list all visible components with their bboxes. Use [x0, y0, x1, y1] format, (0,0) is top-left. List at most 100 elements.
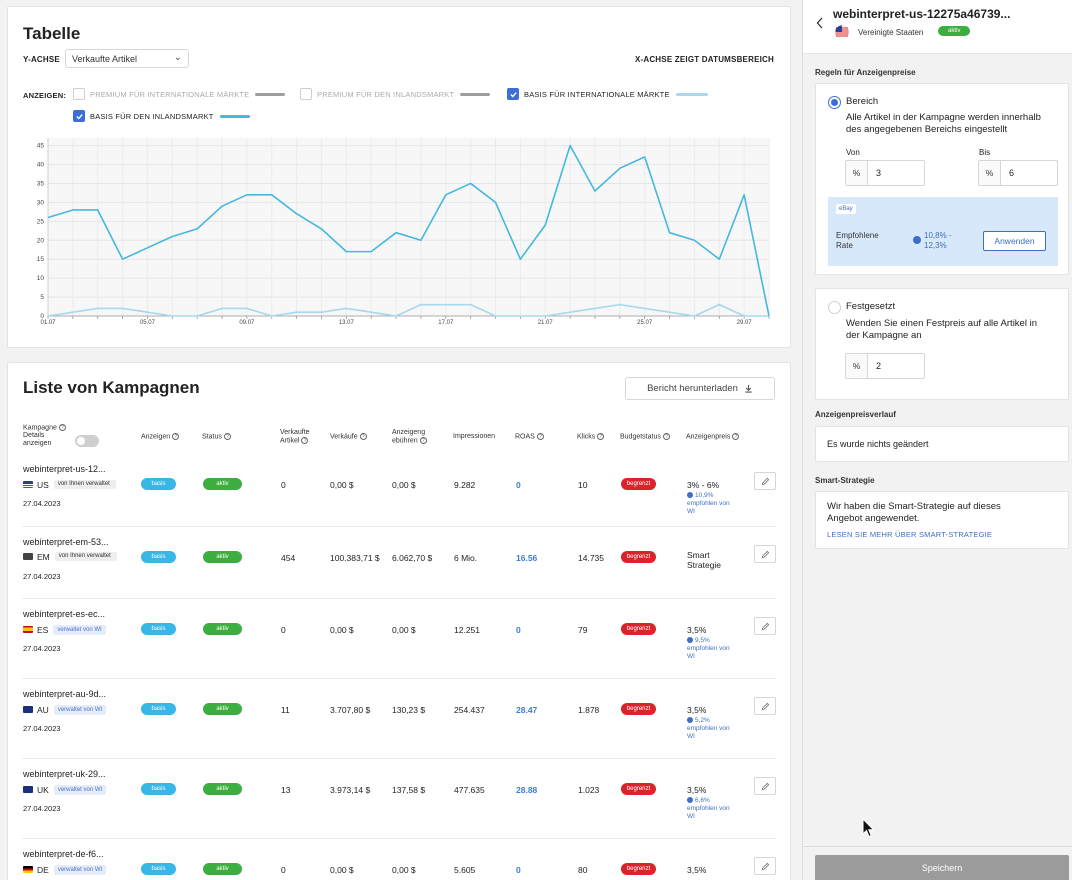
- recommended-by: empfohlen von WI: [687, 500, 730, 515]
- campaign-name[interactable]: webinterpret-us-12...: [23, 464, 106, 474]
- fees: 6.062,70 $: [392, 553, 433, 563]
- sold-items: 0: [281, 865, 286, 875]
- legend-basis-domestic[interactable]: BASIS FÜR DEN INLANDSMARKT: [73, 109, 250, 123]
- col-campaign: Kampagne?: [23, 424, 66, 432]
- y-tick-label: 45: [37, 143, 45, 150]
- campaign-market: UK verwaltet von WI: [23, 784, 107, 795]
- save-button[interactable]: Speichern: [815, 855, 1069, 880]
- from-value[interactable]: 3: [876, 168, 882, 178]
- from-label: Von: [846, 148, 860, 157]
- de-flag-icon: [23, 866, 33, 874]
- table-row[interactable]: webinterpret-au-9d... AU verwaltet von WI…: [8, 683, 790, 757]
- campaign-date: 27.04.2023: [23, 724, 61, 733]
- fixed-input[interactable]: % 2: [845, 353, 925, 379]
- table-row[interactable]: webinterpret-de-f6... DE verwaltet von WI…: [8, 843, 790, 880]
- table-row[interactable]: webinterpret-us-12... US von Ihnen verwal…: [8, 458, 790, 532]
- col-details: Details: [23, 432, 45, 439]
- campaign-date: 27.04.2023: [23, 644, 61, 653]
- download-report-button[interactable]: Bericht herunterladen: [625, 377, 775, 400]
- details-toggle[interactable]: [75, 435, 99, 447]
- rules-title: Regeln für Anzeigenpreise: [815, 68, 916, 77]
- verified-icon: [913, 236, 921, 244]
- campaign-date: 27.04.2023: [23, 804, 61, 813]
- apply-button[interactable]: Anwenden: [983, 231, 1046, 251]
- campaign-name[interactable]: webinterpret-au-9d...: [23, 689, 107, 699]
- table-row[interactable]: webinterpret-uk-29... UK verwaltet von WI…: [8, 763, 790, 837]
- smart-text-1: Wir haben die Smart-Strategie auf dieses: [827, 501, 1001, 512]
- edit-button[interactable]: [754, 857, 776, 875]
- x-tick-label: 21.07: [538, 320, 554, 326]
- status-pill: aktiv: [203, 478, 242, 490]
- pencil-icon: [761, 862, 769, 870]
- from-input[interactable]: % 3: [845, 160, 925, 186]
- info-icon: ?: [58, 424, 66, 431]
- y-axis-label: Y-ACHSE: [23, 55, 60, 64]
- row-divider: [22, 526, 776, 527]
- roas: 28.88: [516, 785, 538, 795]
- sold-items: 454: [281, 553, 296, 563]
- legend-premium-international[interactable]: PREMIUM FÜR INTERNATIONALE MÄRKTE: [73, 87, 286, 101]
- managed-tag: verwaltet von WI: [53, 624, 106, 635]
- panel-header: webinterpret-us-12275a46739... Vereinigt…: [803, 0, 1072, 54]
- history-title: Anzeigenpreisverlauf: [815, 410, 896, 419]
- checkmark-icon: [75, 113, 83, 119]
- legend-swatch: [460, 92, 491, 96]
- edit-button[interactable]: [754, 697, 776, 715]
- y-tick-label: 5: [40, 294, 44, 301]
- sold-items: 0: [281, 480, 286, 490]
- checkbox[interactable]: [300, 88, 312, 100]
- y-tick-label: 15: [37, 256, 45, 263]
- to-input[interactable]: % 6: [978, 160, 1058, 186]
- campaign-market: AU verwaltet von WI: [23, 704, 107, 715]
- range-desc-2: des angegebenen Bereichs eingestellt: [846, 124, 1008, 135]
- col-fees: Anzeigeng ebühren?: [392, 429, 427, 445]
- x-tick-label: 05.07: [140, 320, 156, 326]
- plot-area: [48, 138, 769, 316]
- legend-basis-international[interactable]: BASIS FÜR INTERNATIONALE MÄRKTE: [507, 87, 708, 101]
- campaign-name[interactable]: webinterpret-es-ec...: [23, 609, 106, 619]
- edit-button[interactable]: [754, 777, 776, 795]
- smart-text-2: Angebot angewendet.: [827, 513, 920, 524]
- to-value[interactable]: 6: [1009, 168, 1015, 178]
- ad-price: Smart Strategie: [687, 550, 722, 570]
- fixed-value[interactable]: 2: [876, 361, 882, 371]
- campaign-date: 27.04.2023: [23, 499, 61, 508]
- range-radio[interactable]: [828, 96, 841, 109]
- fixed-desc-1: Wenden Sie einen Festpreis auf alle Arti…: [846, 318, 1037, 329]
- managed-tag: von Ihnen verwaltet: [54, 552, 117, 562]
- country-code: AU: [37, 704, 49, 715]
- show-label: ANZEIGEN:: [23, 91, 67, 100]
- table-row[interactable]: webinterpret-em-53... EM von Ihnen verwal…: [8, 531, 790, 605]
- row-divider: [22, 758, 776, 759]
- status-pill: aktiv: [203, 703, 242, 715]
- checkbox-checked[interactable]: [507, 88, 519, 100]
- edit-button[interactable]: [754, 472, 776, 490]
- campaign-name[interactable]: webinterpret-de-f6...: [23, 849, 104, 859]
- fixed-radio[interactable]: [828, 301, 841, 314]
- recommended-rate-box: eBay Empfohlene Rate 10,8% -12,3% Anwende…: [828, 197, 1058, 266]
- col-ad-price: Anzeigenpreis?: [686, 433, 740, 441]
- info-icon: ?: [597, 433, 605, 440]
- edit-button[interactable]: [754, 617, 776, 635]
- status-badge: aktiv: [938, 26, 971, 36]
- history-card: Es wurde nichts geändert: [815, 426, 1069, 462]
- y-tick-label: 0: [40, 313, 44, 320]
- checkbox[interactable]: [73, 88, 85, 100]
- row-divider: [22, 598, 776, 599]
- legend-premium-domestic[interactable]: PREMIUM FÜR DEN INLANDSMARKT: [300, 87, 491, 101]
- impressions: 6 Mio.: [454, 553, 478, 563]
- series-line: [47, 303, 769, 317]
- campaign-name[interactable]: webinterpret-em-53...: [23, 537, 109, 547]
- save-bar: Speichern: [803, 846, 1072, 880]
- fees: 130,23 $: [392, 705, 426, 715]
- budget-status-pill: begrenzt: [621, 478, 656, 490]
- y-axis-select[interactable]: Verkaufte Artikel ⌄: [65, 49, 189, 68]
- sales: 100.383,71 $: [330, 553, 380, 563]
- smart-strategy-link[interactable]: LESEN SIE MEHR ÜBER SMART-STRATEGIE: [827, 530, 993, 539]
- table-row[interactable]: webinterpret-es-ec... ES verwaltet von WI…: [8, 603, 790, 677]
- back-chevron-icon[interactable]: [816, 17, 824, 29]
- campaign-name[interactable]: webinterpret-uk-29...: [23, 769, 106, 779]
- edit-button[interactable]: [754, 545, 776, 563]
- checkbox-checked[interactable]: [73, 110, 85, 122]
- legend-swatch: [219, 114, 250, 118]
